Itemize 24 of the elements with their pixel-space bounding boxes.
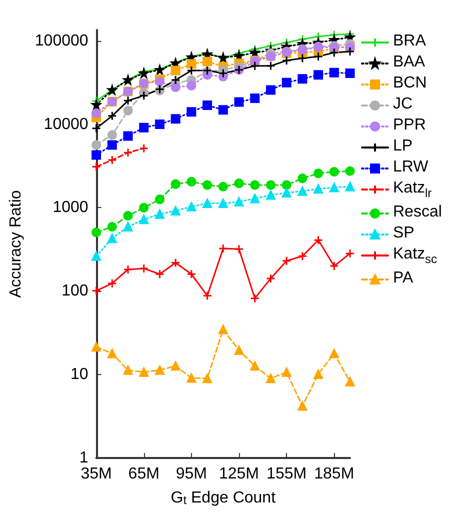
x-tick-label: 155M	[266, 466, 307, 482]
x-tick-label: 125M	[218, 466, 260, 482]
legend-label: Rescal	[393, 204, 442, 220]
x-tick-label: 65M	[128, 466, 160, 482]
legend-label: LRW	[393, 158, 430, 176]
legend-label: PPR	[393, 116, 426, 134]
x-tick-label: 185M	[314, 466, 354, 482]
y-tick-label: 10	[70, 366, 88, 384]
legend-label: SP	[393, 224, 414, 242]
x-tick-label: 95M	[176, 466, 207, 482]
legend-label: JC	[393, 96, 413, 112]
x-tick-label: 35M	[80, 466, 112, 482]
legend-label: PA	[393, 270, 414, 286]
y-tick-label: 100	[62, 282, 88, 300]
legend-label: BCN	[393, 74, 427, 92]
legend-label: LP	[393, 138, 413, 154]
y-tick-label: 10000	[44, 116, 88, 133]
y-axis-title: Accuracy Ratio	[8, 190, 24, 298]
y-tick-label: 100000	[34, 32, 88, 50]
y-tick-label: 1000	[52, 199, 88, 216]
legend-label: BAA	[393, 54, 426, 70]
y-tick-label: 1	[79, 450, 88, 466]
legend-label: BRA	[393, 32, 426, 50]
x-axis-title: Gt Edge Count	[170, 490, 276, 507]
